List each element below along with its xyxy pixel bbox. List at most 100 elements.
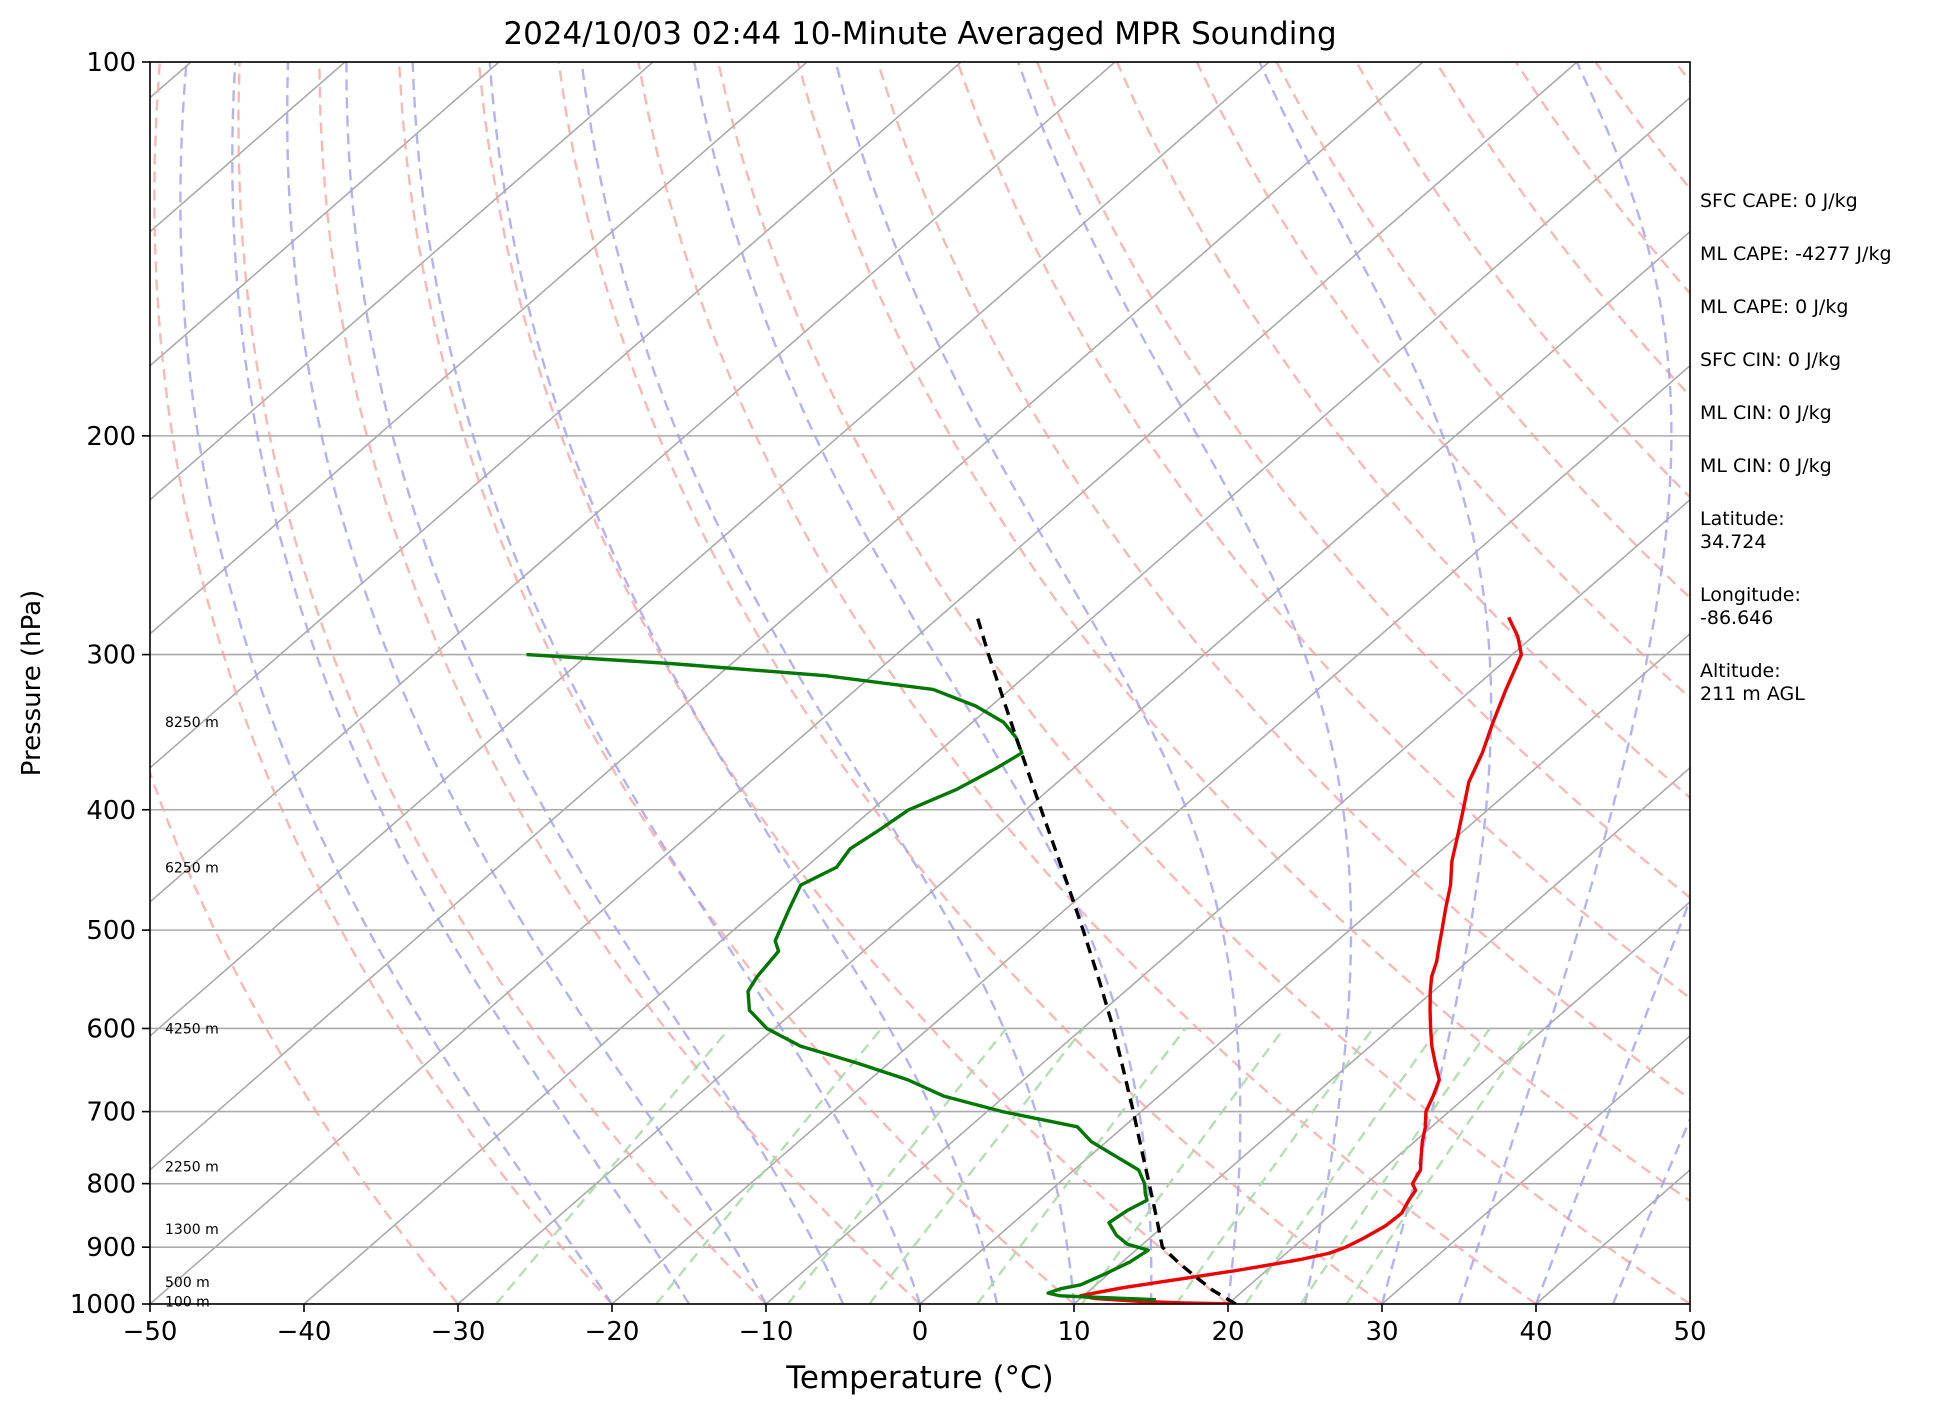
y-tick-label: 1000 [70, 1290, 136, 1320]
isotherm-line [1227, 900, 1690, 1304]
isotherm-line [150, 62, 1424, 1172]
isotherm-line [919, 632, 1690, 1304]
mixing-ratio-line [868, 1027, 1085, 1304]
y-tick-label: 500 [86, 916, 136, 946]
moist-adiabat-line [345, 62, 845, 1304]
isotherm-line [765, 498, 1690, 1304]
info-item: ML CIN: 0 J/kg [1700, 455, 1928, 478]
axes-layer: −50 −40 −30 −20 −10 0 10 20 30 40 50 100 200 300 400 50… [70, 48, 1707, 1347]
moist-adiabat-line [179, 62, 613, 1304]
y-tick-label: 800 [86, 1170, 136, 1200]
dry-adiabat-line [150, 769, 459, 1304]
height-labels: 8250 m 6250 m 4250 m 2250 m 1300 m 500 m 100 m [165, 715, 219, 1310]
info-value: 34.724 [1700, 531, 1767, 553]
moist-adiabat-line [488, 62, 999, 1304]
moist-adiabat-line [580, 62, 1076, 1304]
x-tick-label: 50 [1673, 1317, 1706, 1347]
info-item: ML CIN: 0 J/kg [1700, 402, 1928, 425]
moist-adiabat-line [1016, 62, 1353, 1304]
mixing-ratio-line [976, 1027, 1187, 1304]
isotherm-line [150, 62, 654, 501]
isotherm-line [150, 62, 1578, 1304]
dry-adiabat-line [153, 62, 613, 1304]
isotherm-line [303, 96, 1690, 1304]
mixing-ratio-line [1080, 1027, 1285, 1304]
moist-adiabat-line [285, 62, 768, 1304]
info-item: Longitude: -86.646 [1700, 584, 1928, 630]
x-tick-label: −30 [431, 1317, 486, 1347]
mixing-ratio-line [1299, 1027, 1491, 1304]
dry-adiabat-line [876, 62, 1690, 1101]
isotherm-line [1381, 1034, 1690, 1304]
info-label: ML CAPE: -4277 J/kg [1700, 243, 1892, 265]
y-tick-label: 600 [86, 1014, 136, 1044]
dry-adiabat-line [557, 62, 1383, 1304]
info-label: ML CIN: 0 J/kg [1700, 402, 1832, 424]
x-tick-label: −50 [123, 1317, 178, 1347]
y-tick-label: 900 [86, 1233, 136, 1263]
sounding-info-panel: SFC CAPE: 0 J/kg ML CAPE: -4277 J/kg ML CA… [1700, 190, 1928, 736]
dry-adiabat-line [956, 62, 1690, 1000]
info-label: ML CAPE: 0 J/kg [1700, 296, 1849, 318]
info-label: ML CIN: 0 J/kg [1700, 455, 1832, 477]
isotherm-line [150, 62, 1116, 903]
x-tick-label: −20 [585, 1317, 640, 1347]
x-tick-label: 10 [1057, 1317, 1090, 1347]
x-tick-label: −10 [739, 1317, 794, 1347]
moist-adiabat-line [411, 62, 922, 1304]
isotherm-line [150, 62, 500, 367]
dry-adiabat-line [397, 62, 1075, 1304]
isotherm-line [611, 364, 1690, 1304]
info-label: SFC CAPE: 0 J/kg [1700, 190, 1858, 212]
height-label: 4250 m [165, 1021, 219, 1037]
x-tick-label: 30 [1365, 1317, 1398, 1347]
isotherm-line [150, 62, 808, 635]
y-tick-label: 700 [86, 1098, 136, 1128]
dry-adiabat-line [237, 62, 767, 1304]
dry-adiabat-line [716, 62, 1690, 1304]
dry-adiabat-line [1275, 62, 1690, 600]
info-label: Longitude: [1700, 584, 1801, 606]
info-value: -86.646 [1700, 607, 1774, 629]
chart-title: 2024/10/03 02:44 10-Minute Averaged MPR … [503, 16, 1336, 52]
height-label: 8250 m [165, 715, 219, 731]
isotherm-line [150, 62, 962, 769]
info-item: Latitude: 34.724 [1700, 508, 1928, 554]
moist-adiabat-line [1534, 896, 1690, 1304]
mixing-ratio-line [1345, 1027, 1534, 1304]
parcel-profile-line [975, 616, 1237, 1304]
dry-adiabat-line [477, 62, 1229, 1304]
y-tick-label: 300 [86, 641, 136, 671]
height-label: 1300 m [165, 1222, 219, 1238]
x-axis-title: Temperature (°C) [785, 1360, 1054, 1396]
moist-adiabat-line [693, 62, 1153, 1304]
mixing-ratio-line [786, 1027, 1008, 1304]
dry-adiabat-line [318, 62, 921, 1304]
info-item: ML CAPE: 0 J/kg [1700, 296, 1928, 319]
info-item: ML CAPE: -4277 J/kg [1700, 243, 1928, 266]
x-tick-label: −40 [277, 1317, 332, 1347]
info-value: 211 m AGL [1700, 683, 1805, 705]
info-item: SFC CAPE: 0 J/kg [1700, 190, 1928, 213]
moist-adiabat-line [1611, 1116, 1690, 1304]
x-tick-label: 20 [1211, 1317, 1244, 1347]
isotherm-line [457, 230, 1690, 1304]
moist-adiabat-line [1457, 62, 1673, 1304]
moist-adiabat-line [231, 62, 691, 1304]
info-item: Altitude: 211 m AGL [1700, 660, 1928, 706]
info-label: Latitude: [1700, 508, 1785, 530]
mixing-ratio-line [1175, 1027, 1374, 1304]
height-label: 2250 m [165, 1160, 219, 1176]
grid-layer [150, 62, 1690, 1304]
mixing-ratio-line [655, 1027, 883, 1304]
dry-adiabat-line [1036, 62, 1690, 900]
height-label: 6250 m [165, 860, 219, 876]
dewpoint-profile-line [526, 652, 1157, 1302]
series-layer [526, 616, 1524, 1304]
y-axis-title: Pressure (hPa) [17, 590, 47, 777]
y-tick-label: 100 [86, 48, 136, 78]
plot-frame [149, 61, 1691, 1305]
mixing-ratio-line [495, 1027, 731, 1304]
height-label: 500 m [165, 1275, 210, 1291]
